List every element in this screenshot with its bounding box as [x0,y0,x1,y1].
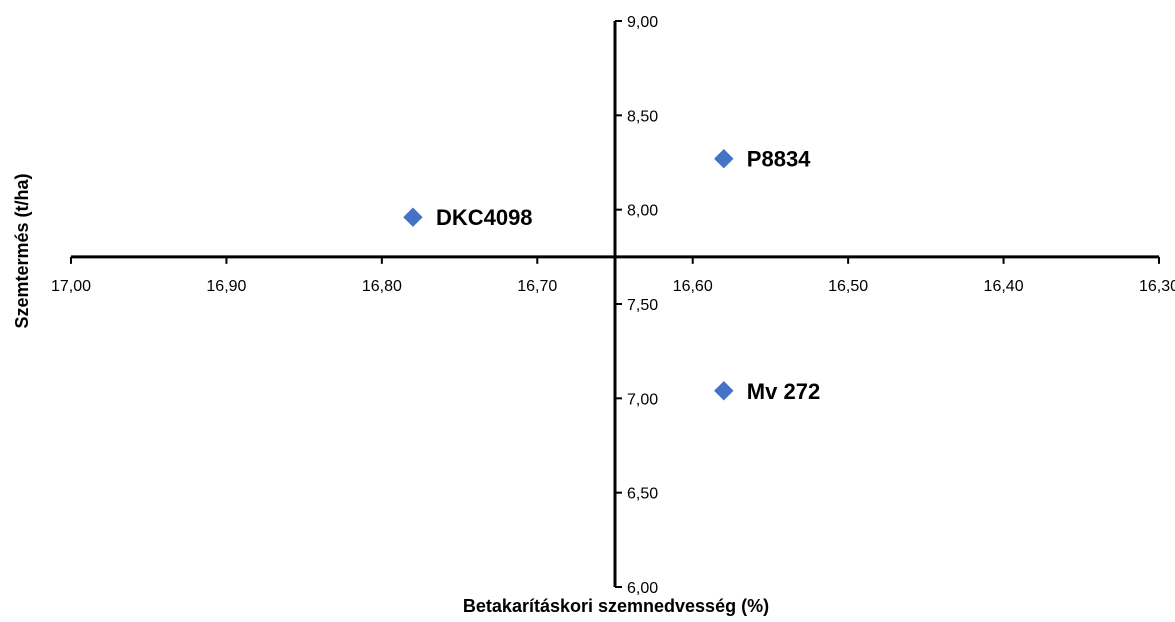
data-points: DKC4098 P8834 Mv 272 [403,147,820,404]
y-tick-label: 6,00 [627,580,658,597]
x-tick-label: 16,50 [828,278,868,295]
y-tick-label: 7,00 [627,391,658,408]
y-tick-label: 8,00 [627,203,658,220]
data-point-marker [714,149,734,169]
x-tick-label: 16,30 [1139,278,1175,295]
x-tick-label: 16,60 [673,278,713,295]
data-point-label: DKC4098 [436,205,533,230]
x-axis-title: Betakarításkori szemnedvesség (%) [463,596,769,616]
data-point-marker [403,207,423,227]
y-axis-title: Szemtermés (t/ha) [12,173,32,328]
y-tick-label: 8,50 [627,108,658,125]
y-tick-label: 7,50 [627,297,658,314]
data-point-label: Mv 272 [747,379,820,404]
data-point-marker [714,381,734,401]
y-tick-label: 9,00 [627,14,658,31]
ticks: 17,00 16,90 16,80 16,70 16,60 16,50 16,40 16,30… [51,14,1175,597]
y-tick-label: 6,50 [627,486,658,503]
x-tick-label: 16,40 [984,278,1024,295]
x-tick-label: 16,70 [517,278,557,295]
x-tick-label: 16,80 [362,278,402,295]
x-tick-label: 17,00 [51,278,91,295]
data-point-label: P8834 [747,147,811,172]
x-tick-label: 16,90 [206,278,246,295]
